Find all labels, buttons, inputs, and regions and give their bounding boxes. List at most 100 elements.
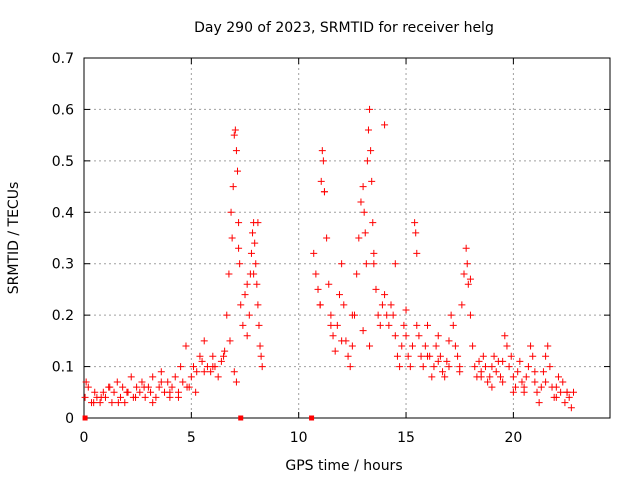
data-point <box>228 234 236 242</box>
data-point <box>402 306 410 314</box>
data-point <box>369 219 377 227</box>
data-point <box>225 270 233 278</box>
data-point <box>477 373 485 381</box>
data-point <box>436 352 444 360</box>
data-point <box>147 388 155 396</box>
data-point <box>404 352 412 360</box>
data-point <box>325 280 333 288</box>
data-point <box>471 363 479 371</box>
data-point <box>119 383 127 391</box>
data-point <box>499 357 507 365</box>
data-point <box>353 270 361 278</box>
data-point <box>149 399 157 407</box>
data-point <box>340 301 348 309</box>
data-point <box>182 342 190 350</box>
data-point <box>393 352 401 360</box>
x-tick-label: 5 <box>187 430 196 446</box>
data-point <box>359 183 367 191</box>
data-point <box>344 352 352 360</box>
data-point <box>113 378 121 386</box>
y-tick-label: 0.7 <box>52 51 74 67</box>
data-point <box>312 270 320 278</box>
data-point <box>507 352 515 360</box>
data-point <box>542 378 550 386</box>
data-point <box>490 352 498 360</box>
data-point <box>432 342 440 350</box>
data-point <box>133 383 141 391</box>
data-point <box>512 383 520 391</box>
data-point <box>221 347 229 355</box>
data-point <box>406 363 414 371</box>
plot-frame <box>83 57 611 419</box>
data-point <box>364 126 372 134</box>
data-point <box>192 388 200 396</box>
data-point <box>514 368 522 376</box>
data-point <box>449 321 457 329</box>
data-point <box>563 388 571 396</box>
data-point <box>234 167 242 175</box>
data-point <box>505 363 513 371</box>
data-point <box>252 260 260 268</box>
data-point <box>247 249 255 257</box>
data-point <box>466 275 474 283</box>
data-point <box>441 373 449 381</box>
data-point <box>152 393 160 401</box>
data-point <box>539 368 547 376</box>
x-axis-ticks: 0 5 10 15 20 <box>80 58 522 446</box>
data-point <box>230 368 238 376</box>
data-point <box>255 321 263 329</box>
data-point <box>81 393 89 401</box>
data-point <box>361 229 369 237</box>
data-point <box>456 368 464 376</box>
data-point <box>91 388 99 396</box>
data-point <box>220 352 228 360</box>
data-point <box>374 311 382 319</box>
data-point <box>149 373 157 381</box>
data-point <box>546 363 554 371</box>
data-point <box>314 285 322 293</box>
edge-marker <box>82 415 88 421</box>
data-point <box>189 363 197 371</box>
data-point <box>535 399 543 407</box>
data-point <box>499 378 507 386</box>
grid-layer <box>84 58 610 418</box>
data-point <box>391 332 399 340</box>
data-point <box>445 363 453 371</box>
data-point <box>140 383 148 391</box>
data-point <box>479 352 487 360</box>
data-point <box>408 342 416 350</box>
data-point <box>370 260 378 268</box>
data-point <box>164 378 172 386</box>
data-point <box>116 393 124 401</box>
data-point <box>376 321 384 329</box>
data-point <box>348 342 356 350</box>
y-axis-label: SRMTID / TECUs <box>6 182 22 295</box>
data-point <box>434 357 442 365</box>
data-point <box>236 260 244 268</box>
data-point <box>241 291 249 299</box>
edge-marker <box>238 415 244 421</box>
y-axis-ticks: 0 0.1 0.2 0.3 0.4 0.5 0.6 0.7 <box>52 51 610 427</box>
data-point <box>554 373 562 381</box>
data-point <box>368 177 376 185</box>
data-point <box>492 368 500 376</box>
data-point <box>464 280 472 288</box>
data-point <box>466 311 474 319</box>
data-point <box>385 321 393 329</box>
data-point <box>391 260 399 268</box>
data-point <box>501 332 509 340</box>
data-point <box>254 301 262 309</box>
x-tick-label: 15 <box>397 430 415 446</box>
data-point <box>243 280 251 288</box>
data-point <box>400 321 408 329</box>
data-point <box>318 147 326 155</box>
data-point <box>531 368 539 376</box>
data-point <box>381 121 389 129</box>
data-point <box>552 383 560 391</box>
data-point <box>396 363 404 371</box>
data-point <box>443 357 451 365</box>
data-point <box>310 249 318 257</box>
data-point <box>516 357 524 365</box>
data-point <box>253 280 261 288</box>
